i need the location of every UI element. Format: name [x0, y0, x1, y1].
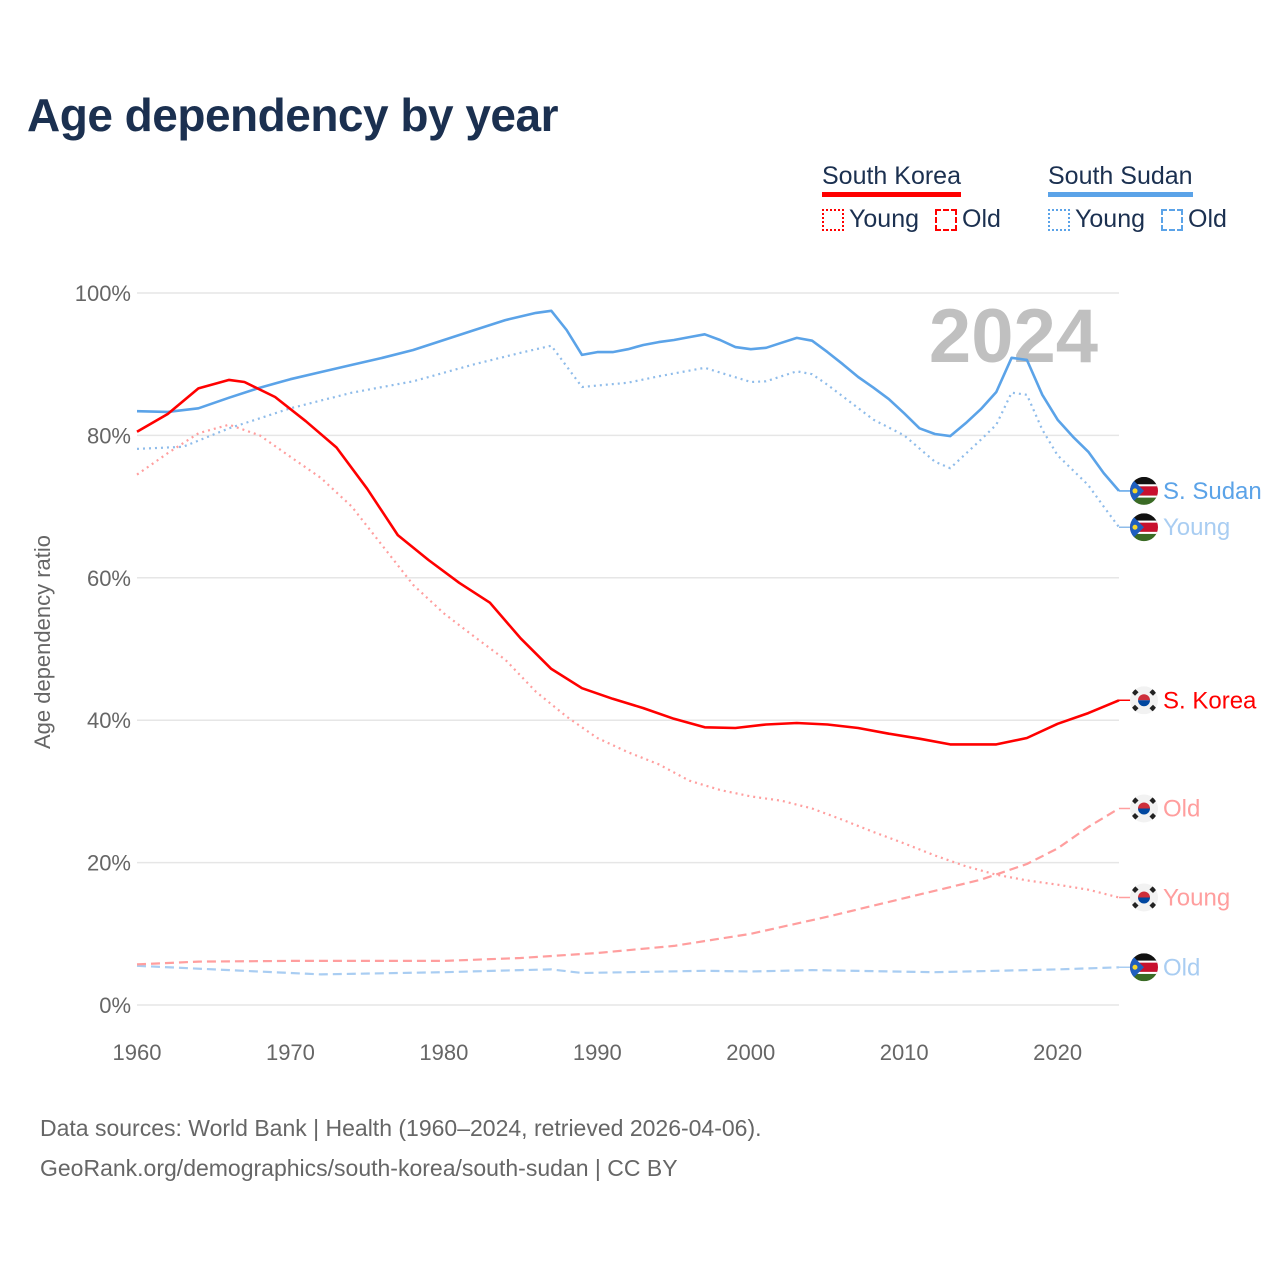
dashed-swatch-icon — [1161, 208, 1183, 231]
south-korea-flag-icon — [1130, 794, 1158, 823]
legend-title-south-korea: South Korea — [822, 162, 961, 197]
x-tick-label: 1970 — [266, 1040, 315, 1065]
south-korea-flag-icon — [1130, 883, 1158, 912]
x-tick-label: 1960 — [113, 1040, 162, 1065]
end-label: Old — [1163, 954, 1200, 981]
y-tick-label: 0% — [99, 993, 131, 1018]
y-axis-label: Age dependency ratio — [30, 535, 55, 749]
end-label: S. Sudan — [1163, 478, 1262, 505]
legend-item-sudan-old: Old — [1161, 205, 1227, 234]
source-line-1: Data sources: World Bank | Health (1960–… — [40, 1115, 762, 1141]
end-label: Young — [1163, 884, 1230, 911]
south-sudan-flag-icon — [1130, 476, 1158, 505]
legend-label: Young — [1075, 205, 1145, 233]
y-tick-label: 20% — [87, 851, 131, 876]
legend-label: Young — [849, 205, 919, 233]
year-watermark: 2024 — [929, 294, 1098, 379]
legend-title-south-sudan: South Sudan — [1048, 162, 1193, 197]
dotted-swatch-icon — [1048, 208, 1070, 231]
series-line-south-sudan-old — [136, 964, 1120, 976]
series-line-south-sudan — [136, 309, 1120, 492]
series-line-south-korea-old — [136, 807, 1120, 966]
south-sudan-flag-icon — [1130, 513, 1158, 542]
dashed-swatch-icon — [935, 208, 957, 231]
y-tick-label: 40% — [87, 708, 131, 733]
y-tick-label: 60% — [87, 566, 131, 591]
chart-title: Age dependency by year — [27, 89, 558, 141]
x-tick-label: 1980 — [419, 1040, 468, 1065]
end-label: Old — [1163, 795, 1200, 822]
legend-south-sudan: South Sudan Young Old — [1048, 162, 1227, 234]
dotted-swatch-icon — [822, 208, 844, 231]
legend-label: Old — [1188, 205, 1227, 233]
x-tick-label: 1990 — [573, 1040, 622, 1065]
y-tick-label: 80% — [87, 423, 131, 448]
source-line-2[interactable]: GeoRank.org/demographics/south-korea/sou… — [40, 1155, 678, 1181]
south-korea-flag-icon — [1130, 686, 1158, 715]
x-tick-label: 2010 — [880, 1040, 929, 1065]
source-note: Data sources: World Bank | Health (1960–… — [40, 1108, 762, 1188]
legend-item-korea-old: Old — [935, 205, 1001, 234]
series-line-south-korea — [136, 378, 1120, 746]
legend-item-korea-young: Young — [822, 205, 919, 234]
legend-label: Old — [962, 205, 1001, 233]
legend-item-sudan-young: Young — [1048, 205, 1145, 234]
y-tick-label: 100% — [75, 281, 131, 306]
legend-south-korea: South Korea Young Old — [822, 162, 1001, 234]
x-tick-label: 2020 — [1033, 1040, 1082, 1065]
end-label: S. Korea — [1163, 687, 1257, 714]
south-sudan-flag-icon — [1130, 953, 1158, 982]
series-line-south-korea-young — [136, 423, 1120, 899]
x-tick-label: 2000 — [726, 1040, 775, 1065]
end-label: Young — [1163, 514, 1230, 541]
